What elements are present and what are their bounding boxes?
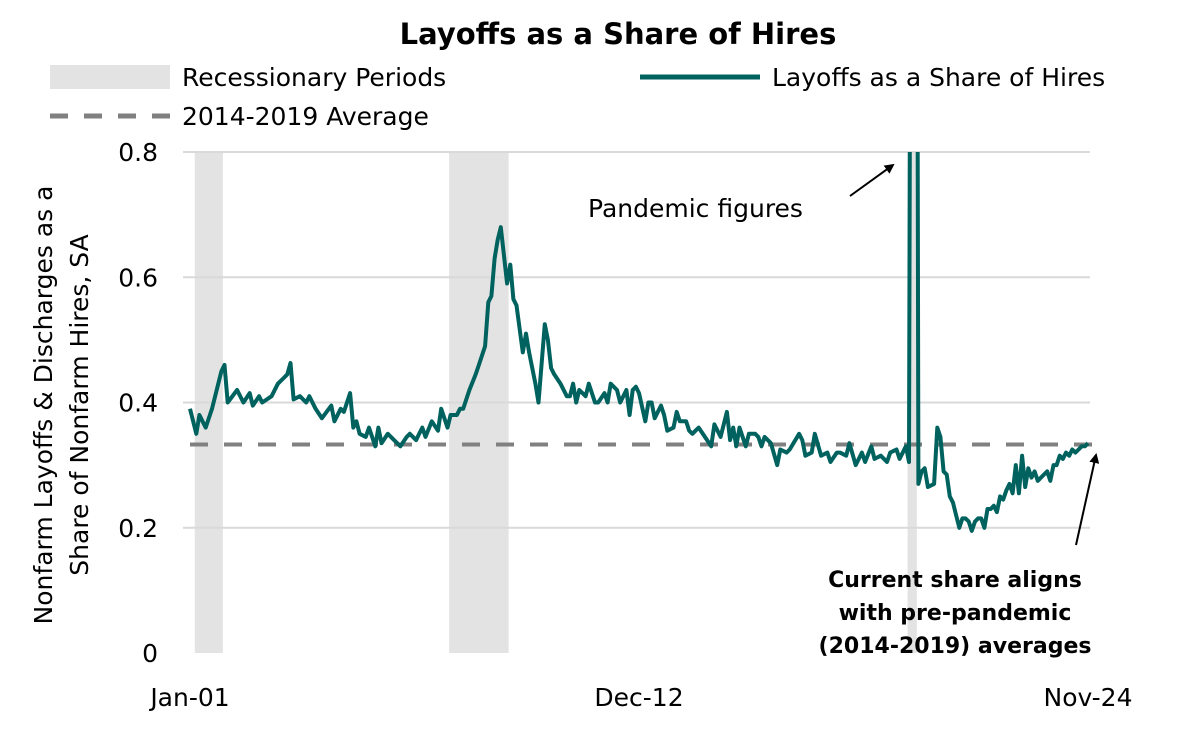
- x-tick-label: Nov-24: [1044, 683, 1133, 712]
- annotation-current-line1: Current share aligns: [828, 568, 1082, 593]
- y-axis-label-line1: Nonfarm Layoffs & Discharges as a: [29, 186, 58, 625]
- annotation-pandemic-arrow: [850, 165, 893, 196]
- legend: Recessionary Periods Layoffs as a Share …: [50, 63, 1105, 131]
- y-tick-label: 0.2: [118, 514, 158, 543]
- y-tick-label: 0.6: [118, 263, 158, 292]
- y-axis-label-line2: Share of Nonfarm Hires, SA: [65, 234, 94, 575]
- x-tick-label: Jan-01: [148, 683, 229, 712]
- annotation-current-line2: with pre-pandemic: [839, 601, 1072, 626]
- x-tick-label: Dec-12: [594, 683, 683, 712]
- legend-recession-swatch: [50, 65, 170, 89]
- legend-series-label: Layoffs as a Share of Hires: [772, 63, 1105, 92]
- chart-title: Layoffs as a Share of Hires: [400, 17, 837, 51]
- y-tick-label: 0: [142, 639, 158, 668]
- annotation-pandemic: Pandemic figures: [588, 165, 893, 223]
- y-axis-ticks: 0 0.2 0.4 0.6 0.8: [118, 138, 158, 668]
- annotation-current-arrow: [1076, 455, 1096, 545]
- legend-recession-label: Recessionary Periods: [182, 63, 446, 92]
- annotation-current-line3: (2014-2019) averages: [819, 634, 1092, 659]
- y-tick-label: 0.4: [118, 389, 158, 418]
- legend-average-label: 2014-2019 Average: [182, 102, 429, 131]
- y-tick-label: 0.8: [118, 138, 158, 167]
- annotation-pandemic-text: Pandemic figures: [588, 194, 803, 223]
- annotation-current: Current share aligns with pre-pandemic (…: [819, 455, 1096, 659]
- x-axis-ticks: Jan-01 Dec-12 Nov-24: [148, 683, 1132, 712]
